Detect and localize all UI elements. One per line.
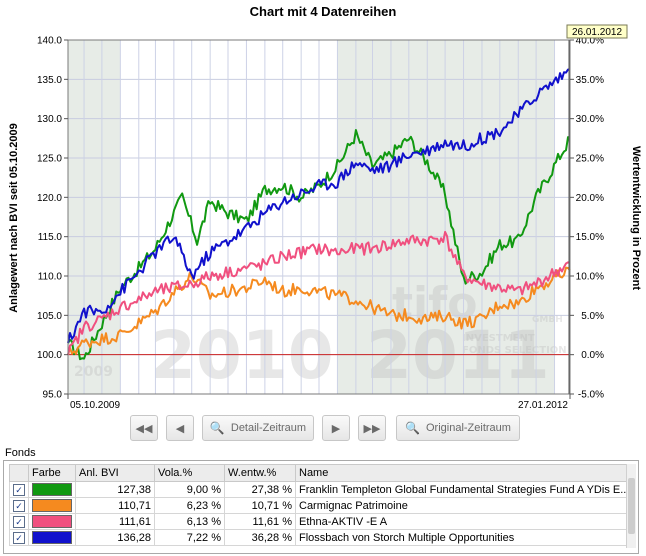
series-line-3: [67, 230, 571, 355]
watermark-line1: INVESTMENT: [462, 333, 535, 344]
cell-vola: 7,22 %: [154, 529, 225, 546]
watermark-brand: tifo: [392, 278, 478, 329]
series-line-4: [67, 68, 571, 344]
color-swatch: [32, 483, 72, 496]
scrollbar-thumb[interactable]: [628, 478, 635, 534]
cell-vola: 9,00 %: [154, 481, 225, 498]
y-right-tick-label: 25.0%: [576, 154, 604, 165]
y-right-tick-label: 10.0%: [576, 272, 604, 283]
y-axis-left-title: Anlagewert nach BVI seit 05.10.2009: [8, 123, 20, 313]
y-axis-right-title: Wertentwicklung in Prozent: [630, 146, 642, 290]
cell-anl-bvi: 111,61: [75, 513, 155, 530]
row-checkbox[interactable]: ✓: [13, 531, 25, 544]
cell-wentw: 27,38 %: [224, 481, 296, 498]
cell-name: Carmignac Patrimoine: [295, 497, 635, 514]
cell-wentw: 10,71 %: [224, 497, 296, 514]
year-band: [68, 40, 121, 394]
zoom-icon: 🔍: [405, 421, 420, 435]
cursor-date-badge: [566, 24, 628, 39]
y-right-tick-label: 30.0%: [576, 114, 604, 125]
next-icon: ▶: [331, 422, 341, 435]
cell-name: Ethna-AKTIV -E A: [295, 513, 635, 530]
fonds-label: Fonds: [5, 447, 36, 459]
x-tick-label-start: 05.10.2009: [70, 400, 120, 411]
table-row[interactable]: ✓ 111,61 6,13 % 11,61 % Ethna-AKTIV -E A: [9, 513, 635, 530]
y-left-tick-label: 115.0: [38, 232, 63, 243]
table-row[interactable]: ✓ 110,71 6,23 % 10,71 % Carmignac Patrim…: [9, 497, 635, 514]
y-right-tick-label: 40.0%: [576, 36, 604, 47]
header-name[interactable]: Name: [295, 464, 635, 482]
header-vola[interactable]: Vola.%: [154, 464, 225, 482]
y-right-tick-label: 20.0%: [576, 193, 604, 204]
y-left-tick-label: 135.0: [37, 75, 62, 86]
x-tick-label-end: 27.01.2012: [518, 400, 568, 411]
next-period-button[interactable]: ▶: [322, 415, 350, 441]
row-checkbox[interactable]: ✓: [13, 515, 25, 528]
fonds-table: Farbe Anl. BVI Vola.% W.entw.% Name ✓ 12…: [9, 464, 635, 546]
color-swatch: [32, 499, 72, 512]
y-left-tick-label: 110.0: [38, 272, 63, 283]
series-line-2: [67, 266, 571, 355]
y-right-tick-label: 35.0%: [576, 75, 604, 86]
row-checkbox[interactable]: ✓: [13, 499, 25, 512]
header-farbe[interactable]: Farbe: [28, 464, 76, 482]
color-swatch: [32, 515, 72, 528]
cell-vola: 6,13 %: [154, 513, 225, 530]
y-left-tick-label: 95.0: [43, 390, 63, 401]
y-left-tick-label: 130.0: [37, 114, 62, 125]
zoom-icon: 🔍: [209, 421, 225, 435]
series-lines: [67, 68, 571, 361]
last-period-button[interactable]: ▶▶: [358, 415, 386, 441]
first-period-button[interactable]: ◀◀: [130, 415, 158, 441]
cell-name: Flossbach von Storch Multiple Opportunit…: [295, 529, 635, 546]
y-left-tick-label: 120.0: [37, 193, 62, 204]
header-anl-bvi[interactable]: Anl. BVI: [75, 464, 155, 482]
watermark-company: GMBH: [532, 315, 563, 325]
y-left-tick-label: 100.0: [37, 350, 62, 361]
previous-icon: ◀: [175, 422, 185, 435]
y-right-tick-label: 0.0%: [581, 350, 604, 361]
last-icon: ▶▶: [363, 422, 381, 435]
y-left-tick-label: 140.0: [37, 36, 62, 47]
header-wentw[interactable]: W.entw.%: [224, 464, 296, 482]
detail-period-button[interactable]: 🔍 Detail-Zeitraum: [202, 415, 314, 441]
original-period-button[interactable]: 🔍 Original-Zeitraum: [396, 415, 520, 441]
cell-wentw: 11,61 %: [224, 513, 296, 530]
y-left-tick-label: 125.0: [37, 154, 62, 165]
table-row[interactable]: ✓ 136,28 7,22 % 36,28 % Flossbach von St…: [9, 529, 635, 546]
axes: 95.0 100.0 105.0 110.0 115.0 120.0 125.0 130.0 1…: [37, 24, 628, 411]
year-label-2009: 2009: [74, 364, 113, 380]
detail-period-label: Detail-Zeitraum: [230, 422, 307, 434]
cursor-date-label: 26.01.2012: [572, 27, 622, 38]
year-label-2010: 2010: [150, 317, 334, 394]
y-left-tick-label: 105.0: [37, 311, 62, 322]
y-right-tick-label: 15.0%: [576, 232, 604, 243]
fonds-table-box: Farbe Anl. BVI Vola.% W.entw.% Name ✓ 12…: [3, 460, 639, 554]
header-check: [9, 464, 29, 482]
table-header-row: Farbe Anl. BVI Vola.% W.entw.% Name: [9, 464, 635, 482]
cell-vola: 6,23 %: [154, 497, 225, 514]
year-label-2011: 2011: [366, 317, 550, 394]
y-right-tick-label: 5.0%: [581, 311, 604, 322]
y-right-tick-label: -5.0%: [578, 390, 604, 401]
cell-anl-bvi: 136,28: [75, 529, 155, 546]
fonds-panel: Fonds Farbe Anl. BVI Vola.% W.entw.% Nam…: [3, 447, 639, 554]
chart-title: Chart mit 4 Datenreihen: [249, 4, 397, 19]
cell-anl-bvi: 127,38: [75, 481, 155, 498]
original-period-label: Original-Zeitraum: [425, 422, 511, 434]
cell-wentw: 36,28 %: [224, 529, 296, 546]
table-scrollbar[interactable]: [626, 464, 636, 548]
first-icon: ◀◀: [135, 422, 153, 435]
plot-border: [67, 39, 571, 395]
cell-anl-bvi: 110,71: [75, 497, 155, 514]
table-row[interactable]: ✓ 127,38 9,00 % 27,38 % Franklin Templet…: [9, 481, 635, 498]
watermark-line2: FONDS SELECTION: [462, 345, 567, 356]
row-checkbox[interactable]: ✓: [13, 483, 25, 496]
color-swatch: [32, 531, 72, 544]
previous-period-button[interactable]: ◀: [166, 415, 194, 441]
cell-name: Franklin Templeton Global Fundamental St…: [295, 481, 635, 498]
